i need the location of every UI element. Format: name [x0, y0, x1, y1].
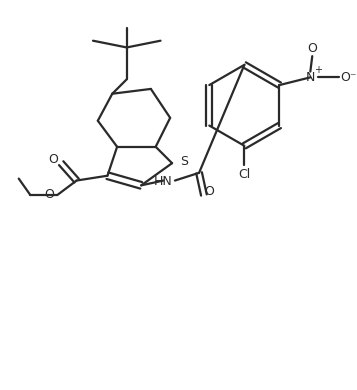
Text: O: O [45, 188, 55, 202]
Text: O: O [204, 184, 213, 198]
Text: S: S [180, 155, 188, 168]
Text: O⁻: O⁻ [341, 71, 357, 84]
Text: Cl: Cl [238, 168, 251, 181]
Text: O: O [49, 153, 59, 166]
Text: HN: HN [154, 175, 173, 188]
Text: N: N [306, 71, 315, 84]
Text: O: O [307, 42, 317, 55]
Text: +: + [314, 65, 322, 74]
